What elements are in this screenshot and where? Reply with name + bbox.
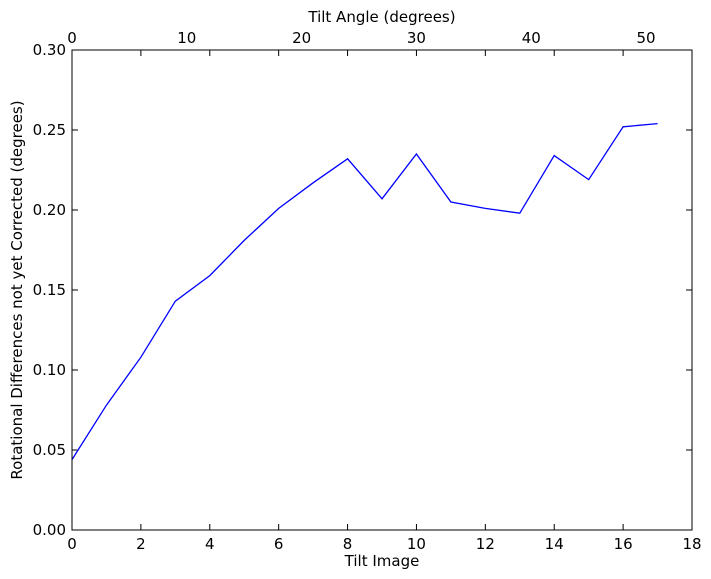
top-x-tick-label: 10	[177, 29, 196, 47]
top-x-tick-label: 40	[522, 29, 541, 47]
y-tick-label: 0.25	[33, 121, 66, 139]
x-tick-label: 0	[67, 535, 77, 553]
y-tick-label: 0.00	[33, 521, 66, 539]
y-tick-label: 0.10	[33, 361, 66, 379]
y-tick-label: 0.20	[33, 201, 66, 219]
top-x-tick-label: 50	[637, 29, 656, 47]
x-tick-label: 8	[343, 535, 353, 553]
x-tick-label: 2	[136, 535, 146, 553]
labels-layer: 0 2 4 6 8 10 12 14 16 18 0 10 20 30 40 50 0.00 0.05 0.10 0.…	[33, 29, 702, 553]
y-axis-label: Rotational Differences not yet Corrected…	[8, 100, 26, 479]
x-tick-label: 10	[407, 535, 426, 553]
ticks-layer	[71, 49, 693, 531]
y-tick-label: 0.30	[33, 41, 66, 59]
series-line	[71, 122, 658, 460]
plot-area	[72, 50, 692, 530]
y-tick-label: 0.15	[33, 281, 66, 299]
x-tick-label: 6	[274, 535, 284, 553]
x-axis-label: Tilt Image	[344, 552, 420, 570]
x-tick-label: 12	[476, 535, 495, 553]
top-x-tick-label: 30	[407, 29, 426, 47]
top-x-tick-label: 20	[292, 29, 311, 47]
plot-frame	[71, 49, 693, 531]
top-x-tick-label: 0	[67, 29, 77, 47]
y-tick-label: 0.05	[33, 441, 66, 459]
x-tick-label: 18	[682, 535, 701, 553]
x-tick-label: 4	[205, 535, 215, 553]
x-tick-label: 14	[545, 535, 564, 553]
x-tick-label: 16	[614, 535, 633, 553]
top-x-axis-label: Tilt Angle (degrees)	[307, 8, 455, 26]
